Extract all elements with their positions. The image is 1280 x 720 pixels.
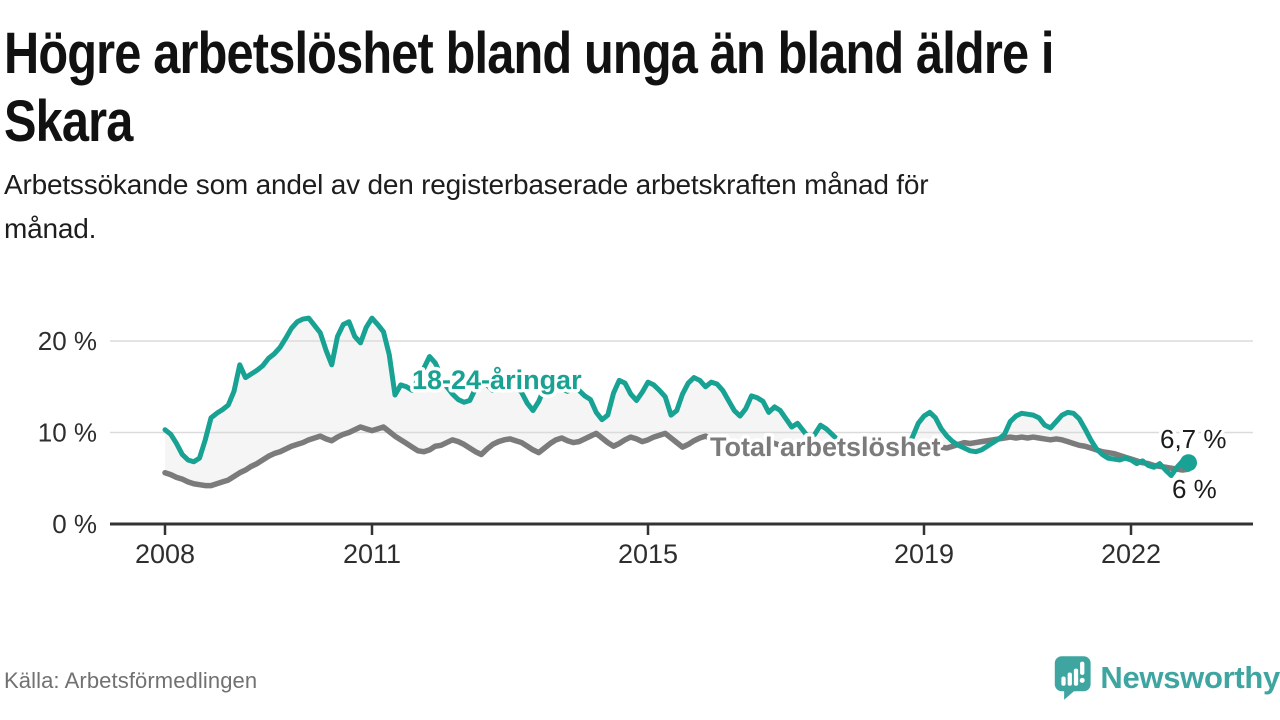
chart-subtitle: Arbetssökande som andel av den registerb… xyxy=(4,163,1280,251)
chart-subtitle-line2: månad. xyxy=(4,213,97,244)
series-label-total-arbetsloshet: Total arbetslöshet xyxy=(710,432,941,462)
newsworthy-logo: Newsworthy xyxy=(1054,650,1280,706)
newsworthy-icon xyxy=(1054,656,1091,700)
y-tick-label-10: 10 % xyxy=(38,418,97,448)
series-line-18-24 xyxy=(162,315,1191,479)
source-attribution: Källa: Arbetsförmedlingen xyxy=(4,668,258,693)
y-tick-label-20: 20 % xyxy=(38,326,97,356)
series-line-total-arbetsloshet xyxy=(162,424,1192,489)
between-series-area xyxy=(165,318,1189,486)
x-tick-label-2019: 2019 xyxy=(894,539,954,569)
y-tick-label-0: 0 % xyxy=(52,509,97,539)
x-tick-label-2015: 2015 xyxy=(618,539,678,569)
x-tick-label-2008: 2008 xyxy=(135,539,195,569)
x-tick-label-2022: 2022 xyxy=(1101,539,1161,569)
x-tick-label-2011: 2011 xyxy=(343,539,401,569)
end-value-label-total: 6 % xyxy=(1172,474,1217,504)
page-title-line1: Högre arbetslöshet bland unga än bland ä… xyxy=(4,21,1054,86)
chart-subtitle-line1: Arbetssökande som andel av den registerb… xyxy=(4,169,929,200)
page-title-line2: Skara xyxy=(4,89,133,154)
newsworthy-wordmark: Newsworthy xyxy=(1100,660,1280,695)
series-end-dot-18-24 xyxy=(1180,454,1197,472)
series-label-18-24: 18-24-åringar xyxy=(412,365,582,395)
page-title: Högre arbetslöshet bland unga än bland ä… xyxy=(4,20,1280,156)
end-value-label-18-24: 6,7 % xyxy=(1160,424,1227,454)
